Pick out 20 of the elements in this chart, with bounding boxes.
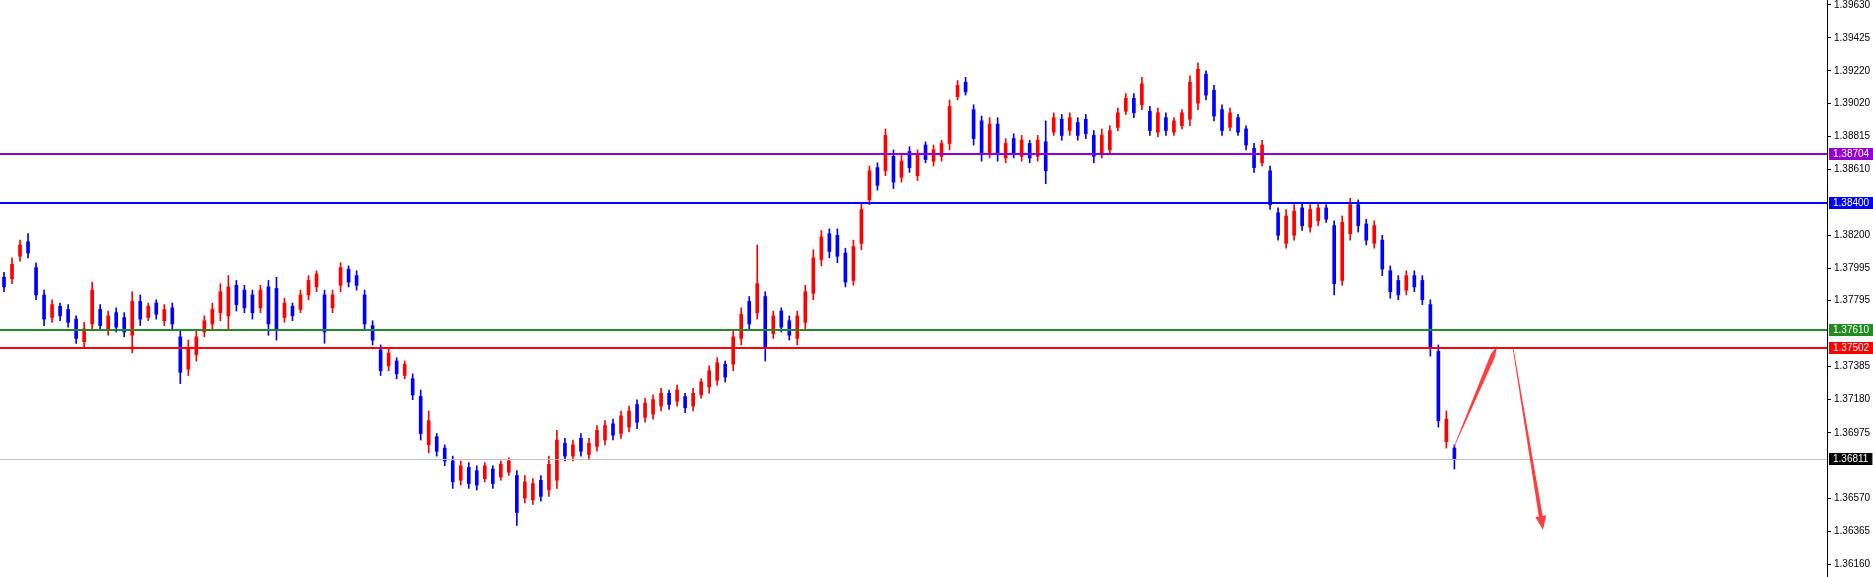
ref-line-label: 1.37610 — [1833, 324, 1870, 336]
y-tick-label: 1.39425 — [1834, 31, 1871, 43]
y-tick-label: 1.36160 — [1834, 557, 1871, 569]
y-tick-label: 1.36365 — [1834, 524, 1871, 536]
y-tick-label: 1.36975 — [1834, 426, 1871, 438]
ref-line-label: 1.38704 — [1833, 148, 1870, 160]
y-tick-label: 1.39220 — [1834, 64, 1871, 76]
y-tick-label: 1.37385 — [1834, 360, 1871, 372]
y-tick-label: 1.37180 — [1834, 393, 1871, 405]
y-tick-label: 1.38815 — [1834, 129, 1871, 141]
ref-line-label: 1.38400 — [1833, 197, 1870, 209]
ref-line-label: 1.36811 — [1833, 453, 1869, 465]
y-tick-label: 1.37795 — [1834, 294, 1871, 306]
y-tick-label: 1.37995 — [1834, 262, 1871, 274]
y-tick-label: 1.39630 — [1834, 0, 1871, 10]
y-tick-label: 1.39020 — [1834, 96, 1871, 108]
y-tick-label: 1.36570 — [1834, 491, 1871, 503]
ref-line-label: 1.37502 — [1833, 342, 1870, 354]
y-tick-label: 1.38610 — [1834, 162, 1871, 174]
y-tick-label: 1.38200 — [1834, 229, 1871, 241]
